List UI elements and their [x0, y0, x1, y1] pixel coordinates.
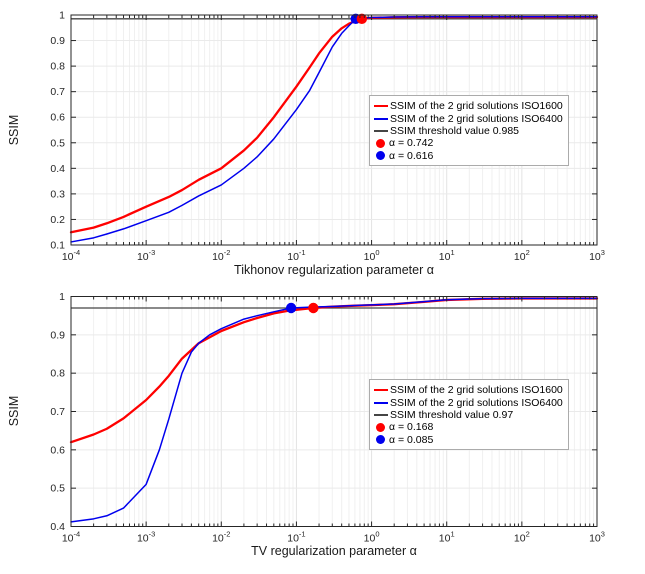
- y-tick-label: 0.5: [50, 483, 65, 495]
- y-tick-label: 0.8: [50, 368, 65, 380]
- x-tick-label: 10-3: [137, 248, 155, 263]
- x-tick-label: 10-1: [287, 530, 305, 545]
- y-tick-label: 0.2: [50, 214, 65, 226]
- legend-label: SSIM threshold value 0.985: [390, 124, 519, 137]
- legend-entry-iso6400: SSIM of the 2 grid solutions ISO6400: [374, 112, 568, 125]
- x-tick-label: 102: [514, 248, 530, 263]
- x-axis-label-bottom: TV regularization parameter α: [251, 544, 417, 558]
- series-line-iso6400: [70, 16, 598, 243]
- x-tick-label: 10-2: [212, 248, 230, 263]
- legend-label: SSIM of the 2 grid solutions ISO6400: [390, 396, 563, 409]
- blue-line-swatch-icon: [374, 117, 388, 120]
- red-line-swatch-icon: [374, 389, 388, 392]
- x-tick-label: 102: [514, 530, 530, 545]
- x-tick-label: 100: [364, 530, 380, 545]
- legend-label: α = 0.085: [389, 433, 434, 446]
- blue-dot-swatch-icon: [376, 151, 385, 161]
- red-dot-swatch-icon: [376, 422, 385, 432]
- y-tick-label: 0.8: [50, 61, 65, 73]
- legend-label: SSIM of the 2 grid solutions ISO1600: [390, 384, 563, 397]
- y-tick-label: 0.5: [50, 137, 65, 149]
- x-tick-label: 103: [589, 248, 605, 263]
- gray-line-swatch-icon: [374, 413, 388, 416]
- legend-bottom: SSIM of the 2 grid solutions ISO1600 SSI…: [369, 379, 569, 450]
- y-tick-label: 0.6: [50, 112, 65, 124]
- x-tick-label: 100: [364, 248, 380, 263]
- legend-entry-iso1600: SSIM of the 2 grid solutions ISO1600: [374, 384, 568, 396]
- red-line-swatch-icon: [374, 105, 388, 108]
- legend-top: SSIM of the 2 grid solutions ISO1600 SSI…: [369, 95, 569, 166]
- y-tick-label: 0.4: [50, 521, 65, 533]
- x-axis-label-top: Tikhonov regularization parameter α: [234, 263, 434, 277]
- series-line-iso6400: [70, 297, 598, 523]
- x-tick-label: 101: [439, 530, 455, 545]
- legend-entry-alpha-red: α = 0.742: [374, 137, 568, 149]
- x-tick-label: 10-4: [62, 248, 80, 263]
- legend-label: SSIM threshold value 0.97: [390, 408, 514, 421]
- y-tick-label: 0.7: [50, 86, 65, 98]
- y-tick-label: 0.9: [50, 329, 65, 341]
- legend-label: α = 0.168: [389, 421, 434, 434]
- y-tick-label: 1: [59, 10, 65, 22]
- legend-entry-alpha-blue: α = 0.085: [374, 434, 568, 446]
- x-tick-label: 10-3: [137, 530, 155, 545]
- tick-marks: [70, 296, 598, 527]
- y-tick-label: 0.4: [50, 163, 65, 175]
- legend-entry-iso6400: SSIM of the 2 grid solutions ISO6400: [374, 396, 568, 409]
- y-tick-label: 0.9: [50, 35, 65, 47]
- alpha-marker-dot: [285, 302, 297, 314]
- red-dot-swatch-icon: [376, 138, 385, 148]
- legend-entry-iso1600: SSIM of the 2 grid solutions ISO1600: [374, 100, 568, 112]
- x-tick-label: 103: [589, 530, 605, 545]
- gray-line-swatch-icon: [374, 129, 388, 132]
- y-axis-label-top: SSIM: [7, 114, 21, 146]
- blue-dot-swatch-icon: [376, 435, 385, 445]
- x-tick-label: 10-1: [287, 248, 305, 263]
- tick-marks: [70, 14, 598, 246]
- legend-entry-alpha-blue: α = 0.616: [374, 150, 568, 162]
- legend-label: α = 0.742: [389, 137, 434, 150]
- tikhonov-chart-canvas: 10-4 10-3 10-2 10-1 100 101 102 103 0.1 0.2 0.3 0.4…: [50, 10, 605, 264]
- x-tick-label: 10-4: [62, 530, 80, 545]
- y-tick-label: 0.6: [50, 444, 65, 456]
- y-tick-label: 0.3: [50, 188, 65, 200]
- legend-entry-alpha-red: α = 0.168: [374, 421, 568, 433]
- axes-box: [70, 14, 598, 246]
- y-tick-label: 0.1: [50, 240, 65, 252]
- y-tick-label: 1: [59, 291, 65, 303]
- legend-label: α = 0.616: [389, 149, 434, 162]
- grid: [71, 15, 597, 245]
- blue-line-swatch-icon: [374, 401, 388, 404]
- y-tick-label: 0.7: [50, 406, 65, 418]
- x-tick-label: 10-2: [212, 530, 230, 545]
- alpha-marker-dot: [308, 302, 319, 314]
- legend-entry-threshold: SSIM threshold value 0.97: [374, 409, 568, 421]
- legend-label: SSIM of the 2 grid solutions ISO1600: [390, 100, 563, 113]
- y-axis-label-bottom: SSIM: [7, 395, 21, 427]
- legend-label: SSIM of the 2 grid solutions ISO6400: [390, 112, 563, 125]
- x-tick-label: 101: [439, 248, 455, 263]
- legend-entry-threshold: SSIM threshold value 0.985: [374, 125, 568, 137]
